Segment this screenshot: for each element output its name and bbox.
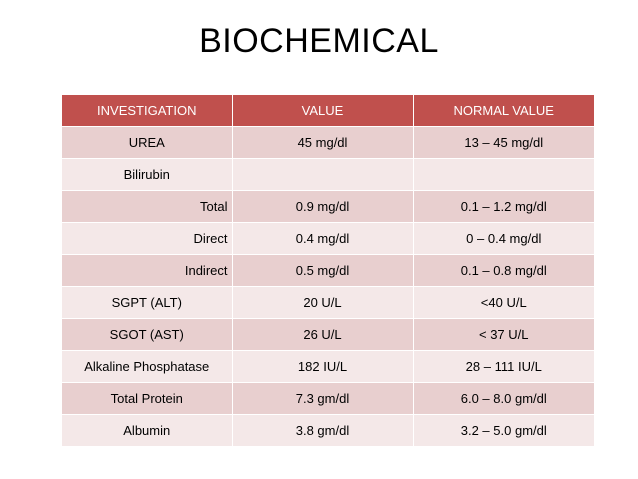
value-cell: 0.5 mg/dl xyxy=(232,254,414,287)
column-header-value: VALUE xyxy=(232,95,414,127)
normal-value-cell: <40 U/L xyxy=(413,286,594,319)
table-row: Total 0.9 mg/dl 0.1 – 1.2 mg/dl xyxy=(62,190,594,223)
value-cell: 45 mg/dl xyxy=(232,126,414,159)
normal-value-cell xyxy=(413,158,594,191)
normal-value-cell: 0.1 – 0.8 mg/dl xyxy=(413,254,594,287)
normal-value-cell: < 37 U/L xyxy=(413,318,594,351)
column-header-normal-value: NORMAL VALUE xyxy=(413,95,594,127)
investigation-cell: Albumin xyxy=(62,414,233,446)
value-cell: 20 U/L xyxy=(232,286,414,319)
table-row: Bilirubin xyxy=(62,158,594,191)
normal-value-cell: 0 – 0.4 mg/dl xyxy=(413,222,594,255)
table-row: Total Protein 7.3 gm/dl 6.0 – 8.0 gm/dl xyxy=(62,382,594,415)
table-row: SGPT (ALT) 20 U/L <40 U/L xyxy=(62,286,594,319)
column-header-investigation: INVESTIGATION xyxy=(62,95,233,127)
investigation-cell: UREA xyxy=(62,126,233,159)
value-cell: 0.4 mg/dl xyxy=(232,222,414,255)
investigation-cell: Total Protein xyxy=(62,382,233,415)
normal-value-cell: 0.1 – 1.2 mg/dl xyxy=(413,190,594,223)
value-cell: 26 U/L xyxy=(232,318,414,351)
table-row: SGOT (AST) 26 U/L < 37 U/L xyxy=(62,318,594,351)
investigation-cell: SGOT (AST) xyxy=(62,318,233,351)
investigation-cell: Total xyxy=(62,190,233,223)
table-row: Indirect 0.5 mg/dl 0.1 – 0.8 mg/dl xyxy=(62,254,594,287)
normal-value-cell: 28 – 111 IU/L xyxy=(413,350,594,383)
investigation-cell: SGPT (ALT) xyxy=(62,286,233,319)
normal-value-cell: 6.0 – 8.0 gm/dl xyxy=(413,382,594,415)
table-row: Direct 0.4 mg/dl 0 – 0.4 mg/dl xyxy=(62,222,594,255)
investigation-cell: Alkaline Phosphatase xyxy=(62,350,233,383)
table-row: Alkaline Phosphatase 182 IU/L 28 – 111 I… xyxy=(62,350,594,383)
page-title: BIOCHEMICAL xyxy=(199,22,439,60)
investigation-cell: Bilirubin xyxy=(62,158,233,191)
table-header-row: INVESTIGATION VALUE NORMAL VALUE xyxy=(62,95,594,127)
investigation-cell: Direct xyxy=(62,222,233,255)
value-cell: 7.3 gm/dl xyxy=(232,382,414,415)
value-cell xyxy=(232,158,414,191)
investigation-cell: Indirect xyxy=(62,254,233,287)
value-cell: 0.9 mg/dl xyxy=(232,190,414,223)
lab-results-table: INVESTIGATION VALUE NORMAL VALUE UREA 45… xyxy=(62,95,594,446)
normal-value-cell: 13 – 45 mg/dl xyxy=(413,126,594,159)
value-cell: 182 IU/L xyxy=(232,350,414,383)
value-cell: 3.8 gm/dl xyxy=(232,414,414,446)
table-row: UREA 45 mg/dl 13 – 45 mg/dl xyxy=(62,126,594,159)
table-row: Albumin 3.8 gm/dl 3.2 – 5.0 gm/dl xyxy=(62,414,594,446)
normal-value-cell: 3.2 – 5.0 gm/dl xyxy=(413,414,594,446)
